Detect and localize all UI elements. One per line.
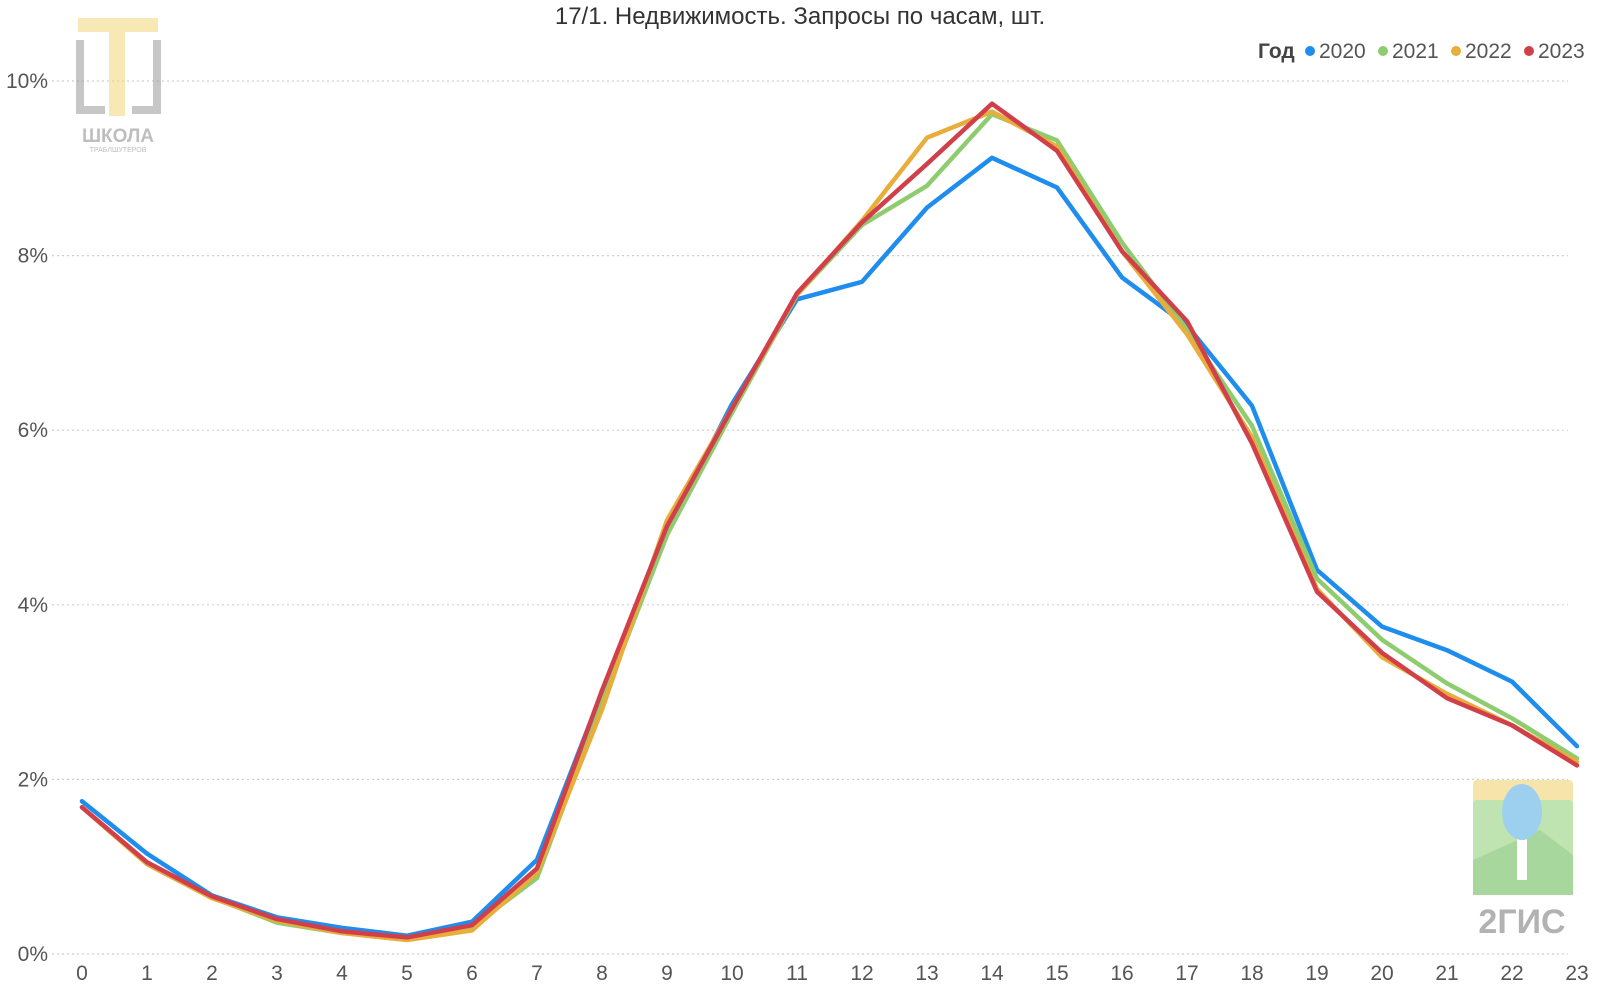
legend-item-2022[interactable]: 2022	[1451, 40, 1512, 63]
x-tick-label: 12	[850, 962, 873, 985]
legend-label: 2023	[1538, 40, 1585, 63]
x-axis: 0 1 2 3 4 5 6 7 8 9 10 11 12 13 14 15 16 17 18 19 20 21 22 23	[76, 962, 1589, 985]
x-tick-label: 4	[336, 962, 348, 985]
school-logo-line1: ШКОЛА	[82, 126, 154, 147]
x-tick-label: 21	[1435, 962, 1458, 985]
x-tick-label: 1	[141, 962, 153, 985]
legend-marker	[1451, 46, 1461, 56]
y-tick-label: 4%	[18, 594, 48, 617]
y-tick-label: 8%	[18, 245, 48, 268]
x-tick-label: 0	[76, 962, 88, 985]
x-tick-label: 18	[1240, 962, 1263, 985]
x-tick-label: 22	[1500, 962, 1523, 985]
grid	[52, 80, 1568, 955]
x-tick-label: 20	[1370, 962, 1393, 985]
2gis-logo-text: 2ГИС	[1478, 903, 1565, 941]
legend[interactable]: Год 2020 2021 2022 2023	[1258, 40, 1585, 63]
x-tick-label: 17	[1175, 962, 1198, 985]
x-tick-label: 19	[1305, 962, 1328, 985]
school-logo: ШКОЛА ТРАБЛШУТЕРОВ	[76, 18, 161, 154]
school-logo-line2: ТРАБЛШУТЕРОВ	[90, 147, 147, 154]
series-line-2022[interactable]	[79, 109, 1580, 943]
y-axis: 0% 2% 4% 6% 8% 10%	[6, 70, 48, 966]
x-tick-label: 14	[980, 962, 1004, 985]
x-tick-label: 2	[206, 962, 218, 985]
x-tick-label: 7	[531, 962, 543, 985]
x-tick-label: 16	[1110, 962, 1133, 985]
x-tick-label: 15	[1045, 962, 1068, 985]
legend-marker	[1305, 46, 1315, 56]
2gis-logo: 2ГИС	[1473, 780, 1573, 941]
legend-label: 2022	[1465, 40, 1512, 63]
x-tick-label: 13	[915, 962, 938, 985]
legend-marker	[1524, 46, 1534, 56]
x-tick-label: 9	[661, 962, 673, 985]
legend-label: 2021	[1392, 40, 1439, 63]
x-tick-label: 5	[401, 962, 413, 985]
x-tick-label: 6	[466, 962, 478, 985]
x-tick-label: 23	[1565, 962, 1588, 985]
legend-marker	[1378, 46, 1388, 56]
legend-item-2021[interactable]: 2021	[1378, 40, 1439, 63]
x-tick-label: 8	[596, 962, 608, 985]
x-tick-label: 10	[720, 962, 743, 985]
y-tick-label: 10%	[6, 70, 48, 93]
legend-title: Год	[1258, 40, 1295, 63]
legend-item-2020[interactable]: 2020	[1305, 40, 1366, 63]
x-tick-label: 11	[786, 962, 808, 985]
x-tick-label: 3	[271, 962, 283, 985]
series-line-2021[interactable]	[79, 111, 1580, 941]
y-tick-label: 6%	[18, 419, 48, 442]
y-tick-label: 0%	[18, 943, 48, 966]
chart-title: 17/1. Недвижимость. Запросы по часам, шт…	[555, 3, 1045, 30]
series-line-2023[interactable]	[79, 101, 1580, 940]
series-lines	[79, 101, 1580, 943]
legend-label: 2020	[1319, 40, 1366, 63]
series-line-2020[interactable]	[79, 155, 1580, 938]
legend-item-2023[interactable]: 2023	[1524, 40, 1585, 63]
y-tick-label: 2%	[18, 768, 48, 791]
